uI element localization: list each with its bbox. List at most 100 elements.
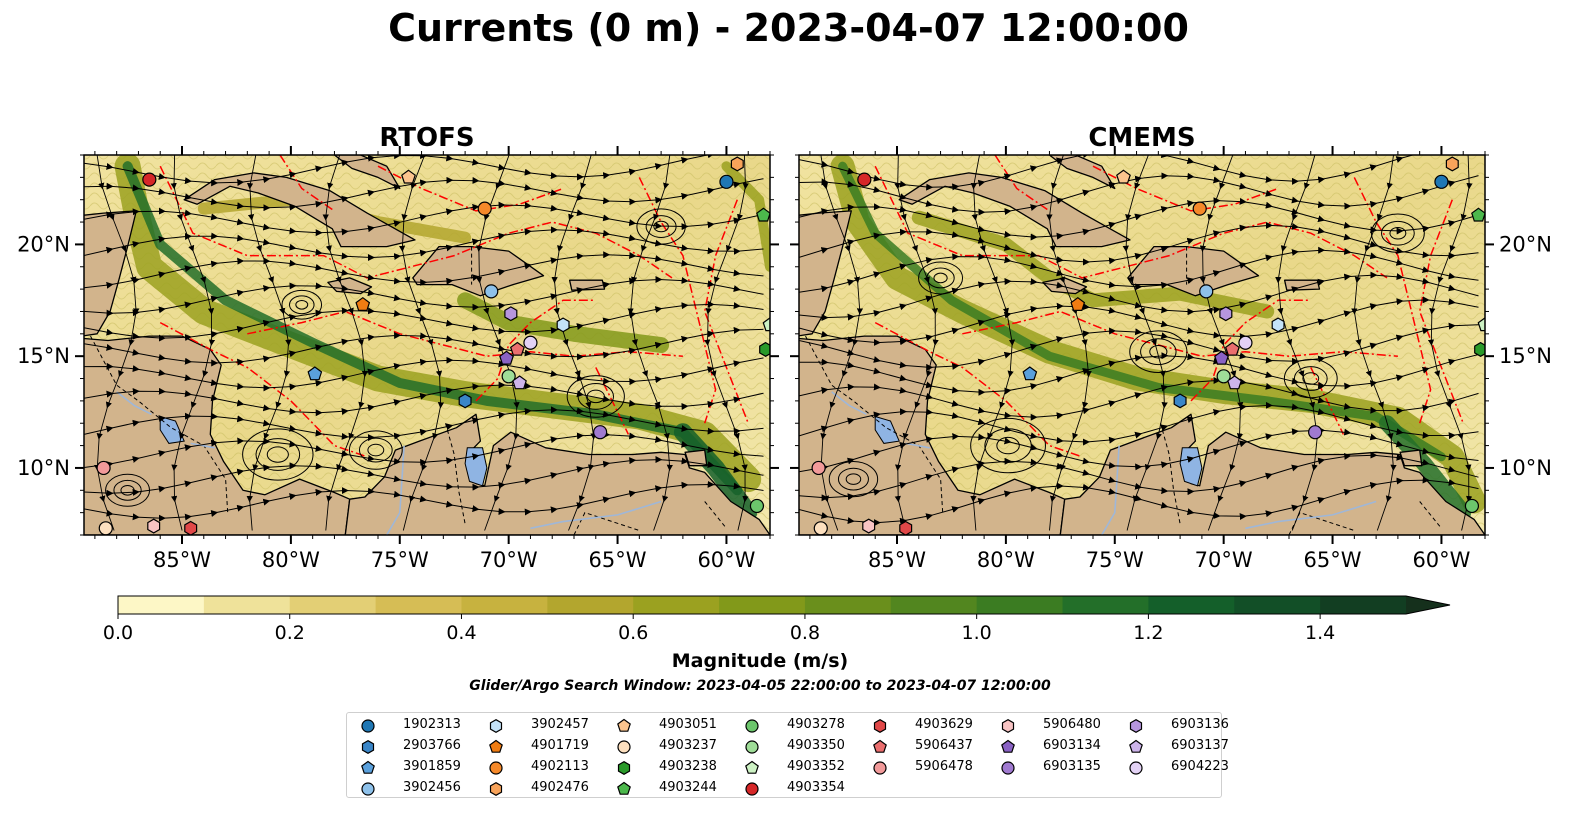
streamlines — [799, 155, 1479, 531]
legend-label: 2903766 — [403, 738, 461, 753]
float-marker-6904223 — [1238, 335, 1253, 350]
legend-marker-circle-icon — [745, 782, 759, 796]
float-marker-4902476 — [730, 156, 744, 172]
legend-marker-circle-icon — [361, 719, 375, 733]
eddy-streamline — [120, 484, 135, 496]
float-marker-2903766 — [1173, 393, 1187, 409]
x-tick-label: 85°W — [153, 548, 211, 572]
eddy-streamline — [266, 446, 289, 463]
colorbar-tick-label: 1.2 — [1133, 622, 1163, 644]
float-marker-1902313 — [1434, 174, 1449, 189]
legend-marker-circle-icon — [489, 761, 503, 775]
search-window-note: Glider/Argo Search Window: 2023-04-05 22… — [469, 678, 1051, 694]
float-marker-4903278 — [749, 498, 765, 514]
legend-label: 6903134 — [1043, 738, 1101, 753]
legend-label: 3901859 — [403, 759, 461, 774]
legend-marker-circle-icon — [745, 740, 759, 754]
legend-label: 6903135 — [1043, 759, 1101, 774]
legend-marker-circle-icon — [361, 782, 375, 796]
legend-marker-shape — [489, 719, 503, 733]
legend-marker-shape — [489, 782, 503, 796]
eddy-streamline — [1302, 372, 1320, 385]
float-marker-3902456 — [484, 284, 499, 299]
colorbar-segment — [1062, 596, 1149, 614]
legend-marker-hexagon-icon — [1129, 719, 1143, 733]
float-marker-4903238 — [1474, 341, 1485, 357]
legend-marker-hexagon-icon — [617, 761, 631, 775]
legend-label: 4901719 — [531, 738, 589, 753]
float-marker-6903134 — [499, 350, 514, 365]
float-marker-4903354 — [857, 172, 872, 187]
eddy-streamline — [933, 272, 948, 284]
float-marker-3901859 — [1022, 366, 1038, 381]
legend-marker-pentagon-icon — [1001, 739, 1015, 753]
legend-marker-pentagon-icon — [1129, 739, 1143, 753]
streamline — [1351, 155, 1397, 531]
float-marker-4903051 — [401, 169, 416, 184]
eddy-streamline — [1370, 213, 1425, 253]
float-marker-4902113 — [477, 201, 492, 216]
float-marker-5906480 — [862, 518, 876, 534]
legend-marker-shape — [1129, 739, 1143, 753]
eddy-streamline — [636, 208, 686, 245]
x-tick-label: 70°W — [1195, 548, 1253, 572]
colorbar-segment — [203, 596, 291, 614]
legend-marker-shape — [617, 761, 631, 775]
float-marker-6903136 — [504, 306, 518, 322]
colorbar-segment — [1320, 596, 1407, 614]
map-axes: 85°W 80°W 75°W 70°W 65°W 60°W 10°N 15°N 20°N — [790, 146, 1552, 572]
streamline — [551, 155, 597, 531]
float-marker-5906478 — [96, 460, 111, 476]
float-marker-4903629 — [899, 520, 913, 535]
land-puerto-rico — [1283, 279, 1321, 291]
colorbar-segment — [719, 596, 806, 614]
legend-label: 4903354 — [787, 780, 845, 795]
float-marker-6903137 — [512, 375, 527, 390]
float-marker-2903766 — [458, 393, 472, 409]
eddy-streamline — [926, 267, 955, 289]
legend-marker-circle-icon — [617, 740, 631, 754]
map-frame — [798, 154, 1486, 536]
legend-label: 4903051 — [659, 717, 717, 732]
panel-title-rtofs: RTOFS — [379, 123, 474, 153]
legend-marker-shape — [1129, 719, 1143, 733]
streamline — [627, 155, 673, 531]
float-marker-5906437 — [1224, 341, 1240, 356]
land-trinidad — [1399, 449, 1423, 467]
eddy-streamline — [1389, 226, 1407, 240]
legend-label: 4902113 — [531, 759, 589, 774]
eddy-streamline — [255, 438, 301, 471]
legend-marker-shape — [873, 719, 887, 733]
colorbar-extend-arrow — [1406, 596, 1450, 614]
streamline — [475, 155, 520, 531]
float-marker-6903135 — [593, 425, 608, 440]
float-marker-4903354 — [142, 172, 157, 187]
legend-marker-circle-icon — [1001, 761, 1015, 775]
eddy-streamline — [1129, 330, 1188, 374]
legend-label: 4903238 — [659, 759, 717, 774]
eddy-streamline — [845, 473, 862, 485]
float-marker-4903238 — [759, 341, 770, 357]
float-legend: 1902313 2903766 3901859 3902456 3902457 49017… — [346, 712, 1229, 798]
eddy-streamline — [918, 261, 964, 295]
colorbar-segment — [375, 596, 462, 614]
legend-label: 4903350 — [787, 738, 845, 753]
colorbar-tick-label: 0.4 — [446, 622, 476, 644]
x-tick-label: 75°W — [371, 548, 429, 572]
x-tick-label: 60°W — [1412, 548, 1470, 572]
float-marker-1902313 — [719, 174, 734, 189]
legend-label: 6903137 — [1171, 738, 1229, 753]
colorbar-segment — [890, 596, 978, 614]
legend-label: 4903629 — [915, 717, 973, 732]
legend-marker-shape — [745, 760, 759, 774]
eddy-streamline — [281, 289, 323, 320]
y-tick-label: 10°N — [17, 456, 70, 480]
legend-marker-hexagon-icon — [489, 782, 503, 796]
float-markers — [96, 156, 770, 535]
streamline — [894, 155, 939, 531]
legend-label: 5906480 — [1043, 717, 1101, 732]
colorbar-segment — [804, 596, 892, 614]
legend-label: 3902456 — [403, 780, 461, 795]
legend-marker-shape — [489, 761, 503, 775]
